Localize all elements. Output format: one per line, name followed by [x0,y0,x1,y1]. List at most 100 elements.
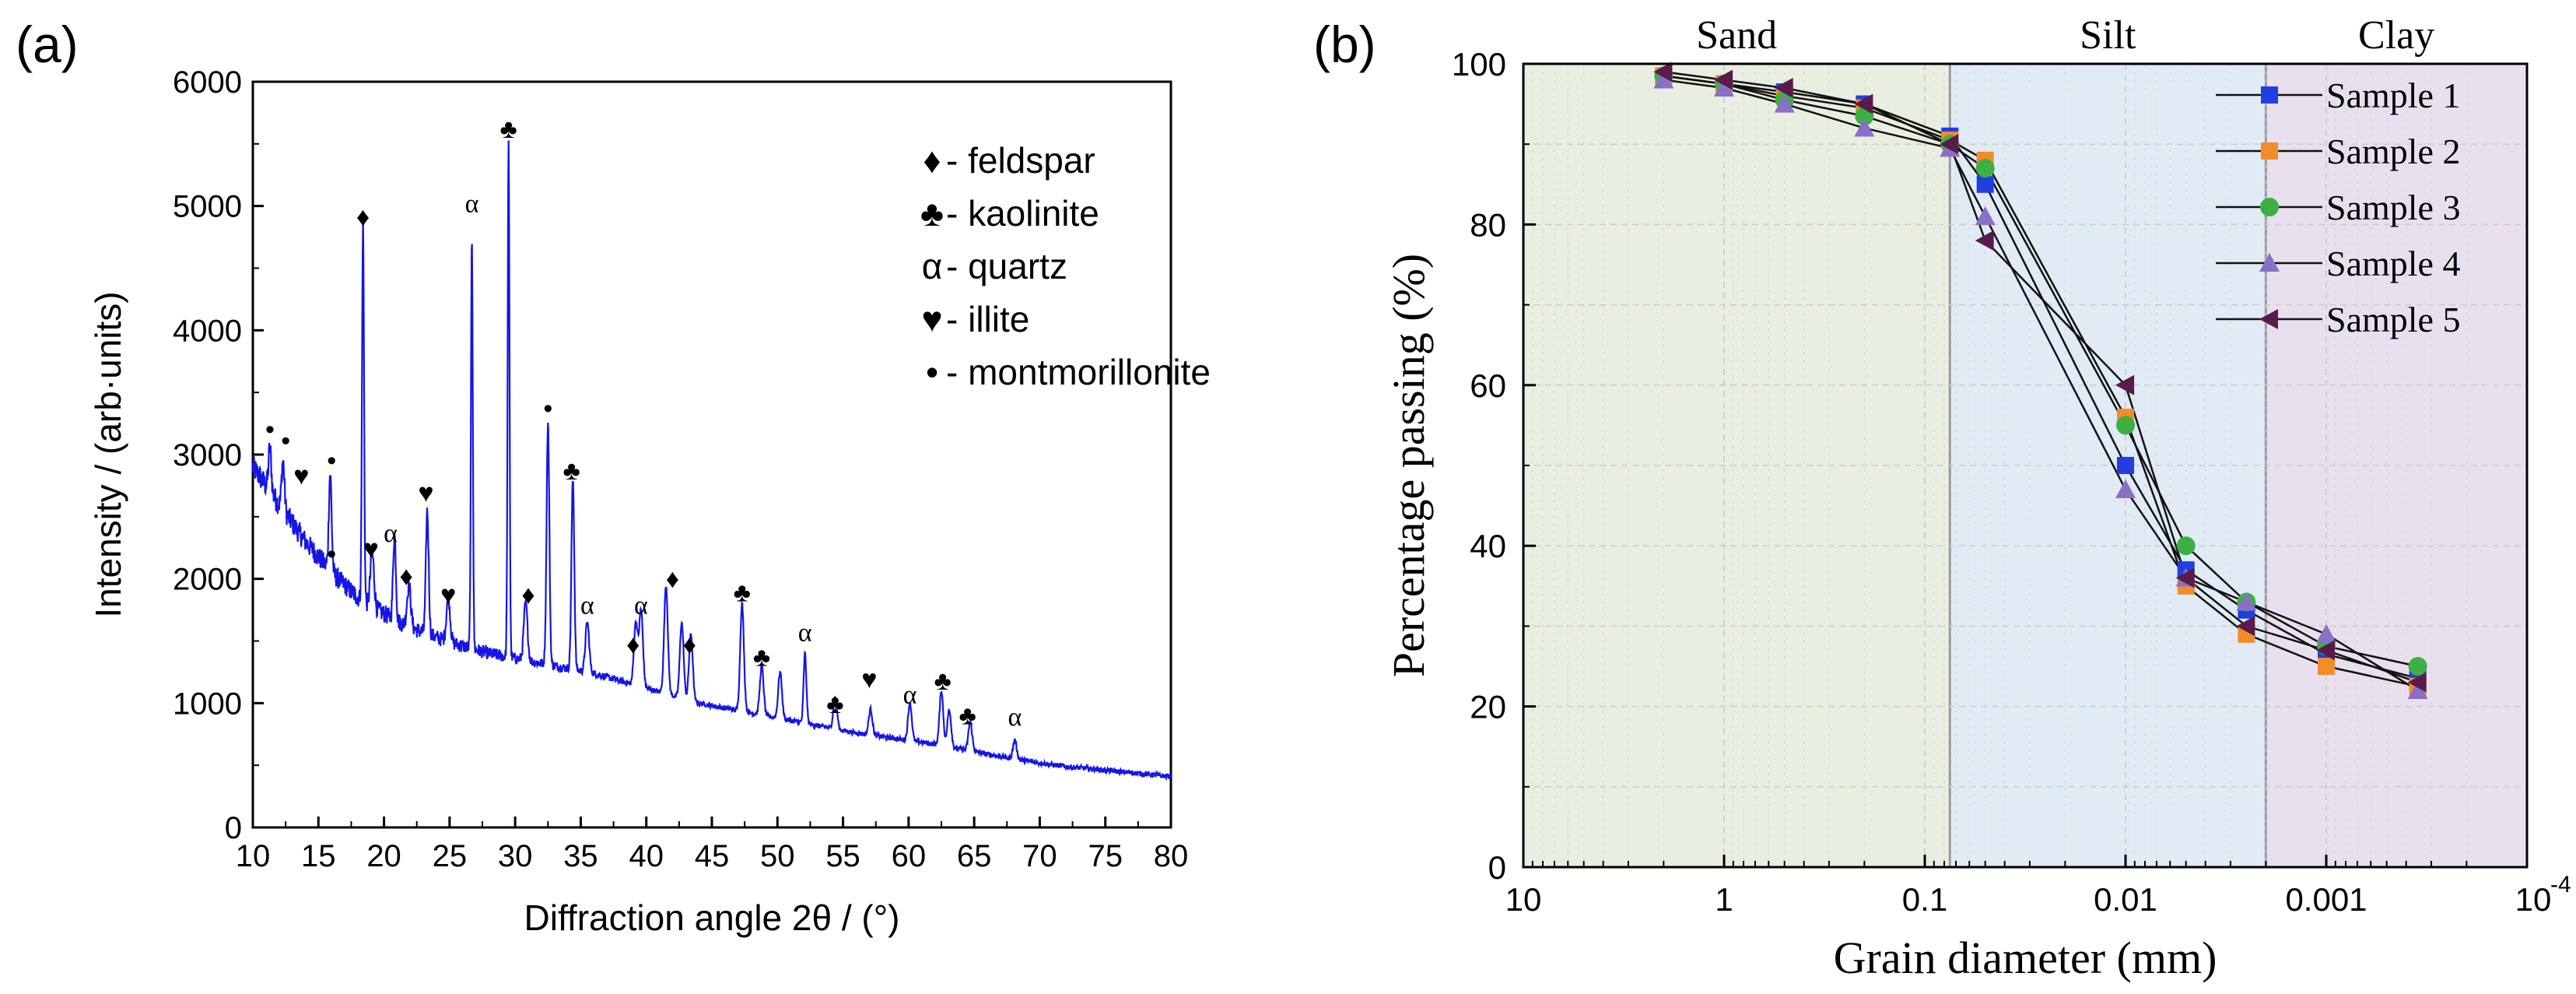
b-legend-label: Sample 4 [2326,244,2460,283]
b-legend-marker [2259,253,2280,272]
a-peak-marker-montmorillonite: • [281,427,290,456]
a-peak-marker-feldspar: ♦ [666,564,679,594]
a-peak-marker-illite: ♥ [293,461,309,490]
a-y-ticks: 0 1000 2000 3000 4000 5000 6000 [173,65,264,845]
b-point-sample-5 [2407,672,2427,693]
a-x-tick-label: 25 [433,839,468,873]
a-peak-marker-montmorillonite: • [327,446,336,476]
a-peak-marker-illite: ♥ [861,665,877,694]
b-point-sample-5 [1975,230,1994,251]
a-x-tick-label: 75 [1088,839,1123,873]
b-point-sample-3 [2408,657,2427,676]
a-x-tick-label: 35 [563,839,598,873]
a-peak-marker-feldspar: ♦ [683,630,696,659]
b-point-sample-4 [1854,118,1875,137]
a-peak-marker-kaolinite: ♣ [826,690,843,719]
a-legend-symbol: α [922,246,943,286]
a-legend-label: - kaolinite [946,193,1099,234]
a-y-axis-label: Intensity / (arb·units) [88,291,128,617]
b-point-sample-5 [1714,69,1733,90]
a-peak-marker-feldspar: ♦ [356,202,370,232]
a-peak-marker-quartz: α [465,190,479,219]
b-x-tick-label: 0.001 [2285,881,2367,918]
b-grid [1523,64,2528,867]
a-peak-marker-illite: ♥ [440,581,456,610]
b-point-sample-3 [2176,536,2196,556]
b-point-sample-2 [2318,658,2335,675]
a-peak-marker-montmorillonite: • [265,415,275,444]
a-y-tick-label: 1000 [173,687,242,721]
panel-a-tag: (a) [16,16,79,73]
a-y-tick-label: 2000 [173,563,242,597]
b-point-sample-4 [2407,680,2428,699]
a-x-tick-label: 15 [301,839,336,873]
b-y-ticks: 0 20 40 60 80 100 [1452,46,1536,886]
a-x-tick-label: 50 [760,839,795,873]
a-y-tick-label: 6000 [173,65,242,100]
b-point-sample-4 [1653,69,1674,89]
b-y-tick-label: 20 [1470,689,1506,725]
b-point-sample-4 [1774,93,1795,113]
a-legend-symbol: • [926,352,938,392]
a-legend-symbol: ♥ [921,299,942,339]
b-legend-label: Sample 5 [2326,300,2460,339]
panel-a-xrd-chart: (a) 10 15 20 25 30 35 40 45 50 55 60 65 70 75 80 0 1000… [16,16,1211,938]
a-x-tick-label: 30 [498,839,533,873]
a-y-tick-label: 5000 [173,190,242,224]
b-point-sample-5 [2236,616,2255,637]
a-peak-marker-quartz: α [580,591,594,620]
a-x-tick-label: 70 [1022,839,1057,873]
b-y-tick-label: 40 [1470,528,1506,564]
b-x-tick-label: 0.1 [1902,881,1947,918]
a-y-tick-label: 0 [225,811,242,845]
a-x-axis-label: Diffraction angle 2θ / (°) [524,897,900,938]
b-region-labels: Sand Silt Clay [1696,13,2434,58]
b-point-sample-4 [2236,592,2257,611]
b-point-sample-5 [2316,640,2335,661]
b-point-sample-1 [1976,175,1994,193]
b-point-sample-5 [1774,77,1793,98]
a-peak-marker-illite: ♥ [363,535,379,564]
a-peak-marker-quartz: α [1008,703,1022,732]
a-peak-marker-quartz: α [634,591,648,620]
a-peak-marker-illite: ♥ [418,479,433,508]
a-xrd-spectrum-line [251,140,1172,782]
b-point-sample-4 [2316,623,2336,643]
a-x-tick-label: 10 [236,839,271,873]
a-peak-marker-kaolinite: ♣ [563,456,580,486]
b-region-label-silt: Silt [2080,13,2136,58]
a-peak-marker-montmorillonite: • [327,539,336,569]
b-x-axis-label: Grain diameter (mm) [1834,933,2217,983]
panel-b-tag: (b) [1313,16,1376,73]
a-peak-marker-quartz: α [798,619,812,648]
b-legend-marker [2259,309,2278,329]
b-y-tick-label: 60 [1470,367,1506,404]
a-peak-marker-kaolinite: ♣ [500,114,517,144]
a-x-ticks: 10 15 20 25 30 35 40 45 50 55 60 65 70 75 80 [236,817,1189,873]
b-legend-label: Sample 2 [2326,132,2460,171]
a-legend-label: - montmorillonite [946,352,1211,392]
a-x-tick-label: 80 [1154,839,1189,873]
a-peak-annotations: • •♥••♦♥α♦♥♥α♣♦•♣α♦α♦♦♣♣α♣♥α ♣♣ α [265,114,1022,732]
b-series-lines [1653,61,2428,699]
a-peak-marker-kaolinite: ♣ [753,642,770,672]
b-point-sample-5 [2175,567,2195,588]
b-region-label-sand: Sand [1696,13,1777,58]
a-x-tick-label: 60 [892,839,927,873]
b-point-sample-3 [2116,416,2135,435]
b-x-tick-label: 10 [1505,881,1542,918]
a-peak-marker-montmorillonite: • [543,394,552,423]
b-point-sample-1 [2117,457,2134,474]
b-x-tick-label: 10 [2515,881,2552,918]
b-legend-label: Sample 1 [2326,76,2460,115]
b-x-tick-label: 1 [1715,881,1733,918]
b-y-tick-label: 80 [1470,206,1506,243]
a-peak-marker-feldspar: ♦ [400,562,413,592]
b-legend-label: Sample 3 [2326,188,2460,227]
b-point-sample-5 [1854,93,1873,114]
b-point-sample-5 [1653,61,1673,83]
b-point-sample-4 [1714,77,1734,97]
